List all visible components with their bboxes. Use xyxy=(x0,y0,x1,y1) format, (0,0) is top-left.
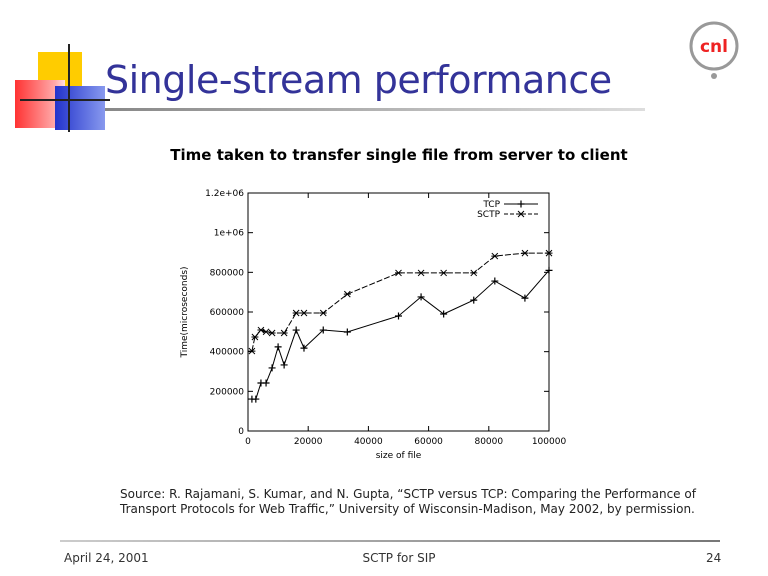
y-tick-label: 200000 xyxy=(210,387,245,397)
series-sctp-point xyxy=(521,249,529,257)
series-tcp-point xyxy=(470,296,478,304)
legend-marker-sctp xyxy=(517,210,525,218)
series-sctp-point xyxy=(268,329,276,337)
series-tcp-point xyxy=(262,379,270,387)
x-tick-label: 60000 xyxy=(414,437,443,447)
series-sctp-point xyxy=(545,249,553,257)
series-sctp-point xyxy=(280,329,288,337)
series-sctp-point xyxy=(417,269,425,277)
y-tick-label: 400000 xyxy=(210,348,245,358)
series-sctp-point xyxy=(300,309,308,317)
x-axis-label: size of file xyxy=(376,451,422,461)
series-sctp-point xyxy=(491,252,499,260)
series-tcp-point xyxy=(521,294,529,302)
series-tcp-point xyxy=(300,344,308,352)
series-tcp-point xyxy=(395,312,402,320)
cnl-logo: cnl xyxy=(689,21,739,79)
series-tcp-point xyxy=(319,326,327,334)
series-tcp-line xyxy=(251,270,550,400)
chart-title: Time taken to transfer single file from … xyxy=(170,146,628,164)
source-citation: Source: R. Rajamani, S. Kumar, and N. Gu… xyxy=(120,487,696,516)
series-sctp-point xyxy=(395,269,402,277)
decor-horizontal-line xyxy=(20,99,110,101)
series-sctp-point xyxy=(248,347,256,355)
y-tick-label: 600000 xyxy=(210,308,245,318)
footer-title: SCTP for SIP xyxy=(362,551,436,565)
series-tcp-point xyxy=(252,395,260,403)
y-axis-label: Time(microseconds) xyxy=(180,266,190,358)
series-sctp-point xyxy=(440,269,448,277)
series-sctp-point xyxy=(319,309,327,317)
y-tick-label: 0 xyxy=(238,427,244,437)
decor-vertical-line xyxy=(68,44,70,132)
footer-rule xyxy=(60,540,720,542)
x-tick-label: 0 xyxy=(245,437,251,447)
series-tcp-point xyxy=(440,310,448,318)
series-sctp-point xyxy=(292,309,300,317)
legend-label-tcp: TCP xyxy=(482,200,500,210)
logo-text: cnl xyxy=(700,37,728,57)
series-tcp-point xyxy=(491,277,499,285)
x-tick-label: 80000 xyxy=(474,437,503,447)
page-number: 24 xyxy=(706,551,722,565)
series-tcp-point xyxy=(292,326,300,334)
x-tick-label: 20000 xyxy=(294,437,323,447)
series-tcp-point xyxy=(417,293,425,301)
series-tcp-point xyxy=(274,343,282,351)
series-sctp-point xyxy=(470,269,478,277)
plot-frame xyxy=(247,192,550,432)
series-tcp-point xyxy=(268,364,276,372)
decor-blue-square xyxy=(55,86,105,130)
y-tick-label: 1e+06 xyxy=(214,229,245,239)
series-sctp-line xyxy=(251,252,549,352)
series-sctp-point xyxy=(343,290,351,298)
slide-title: Single-stream performance xyxy=(105,58,612,102)
x-tick-label: 40000 xyxy=(354,437,383,447)
series-tcp-point xyxy=(343,328,351,336)
y-tick-label: 1.2e+06 xyxy=(205,189,244,199)
y-tick-label: 800000 xyxy=(210,268,245,278)
footer-date: April 24, 2001 xyxy=(64,551,149,565)
legend-marker-tcp xyxy=(517,200,525,208)
title-underline xyxy=(105,108,645,111)
series-sctp-point xyxy=(262,328,270,336)
legend-label-sctp: SCTP xyxy=(477,210,500,220)
series-tcp-point xyxy=(280,361,288,369)
series-tcp-point xyxy=(545,266,553,274)
series-sctp-point xyxy=(251,333,259,341)
x-tick-label: 100000 xyxy=(532,437,567,447)
